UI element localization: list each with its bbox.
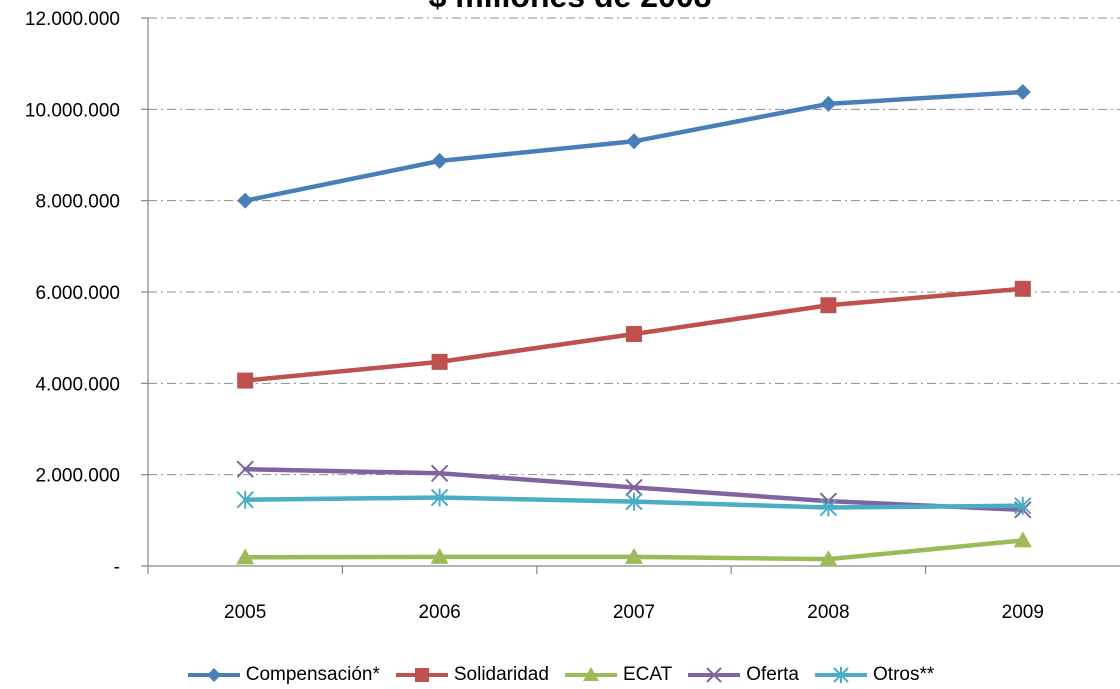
data-point (431, 152, 448, 169)
x-tick-label: 2005 (224, 602, 266, 623)
data-point (1014, 280, 1031, 297)
x-tick-label: 2007 (613, 602, 655, 623)
legend-label: Oferta (746, 664, 800, 685)
data-point (1014, 496, 1032, 515)
series-2 (236, 531, 1032, 567)
series-1 (237, 280, 1031, 389)
data-point (431, 353, 448, 370)
data-point (820, 95, 837, 112)
y-tick-label: 2.000.000 (35, 466, 120, 487)
data-point (236, 548, 255, 565)
y-tick-label: 4.000.000 (35, 374, 120, 395)
data-point (237, 192, 254, 209)
legend-swatch (815, 667, 868, 683)
legend-swatch (564, 667, 617, 681)
data-point (236, 490, 254, 509)
legend-item: Solidaridad (394, 664, 549, 686)
legend-marker (414, 668, 429, 682)
legend-swatch (395, 668, 448, 682)
data-point (236, 460, 254, 478)
y-tick-label: 10.000.000 (25, 100, 120, 121)
data-point (625, 547, 643, 564)
legend-marker (833, 667, 849, 683)
data-point (626, 133, 642, 150)
series-4 (236, 488, 1032, 517)
legend-marker (706, 667, 722, 683)
y-tick-label: - (114, 557, 120, 578)
x-tick-label: 2009 (1002, 602, 1044, 623)
legend-marker (206, 668, 221, 682)
y-tick-label: 8.000.000 (35, 192, 120, 213)
data-point (430, 464, 449, 483)
data-point (1014, 83, 1031, 100)
legend-label: Compensación* (245, 664, 380, 685)
legend-item: Otros** (813, 664, 934, 686)
y-tick-label: 6.000.000 (35, 283, 120, 304)
data-point (430, 547, 449, 564)
legend-item: Oferta (686, 664, 799, 686)
y-tick-label: 12.000.000 (25, 9, 120, 30)
chart-legend: Compensación* Solidaridad ECAT Oferta Otros*… (0, 664, 1120, 686)
chart-title: $ millones de 2008 (0, 0, 1120, 15)
data-point (626, 326, 642, 343)
data-point (1013, 531, 1032, 548)
series-0 (237, 83, 1031, 209)
legend-item: ECAT (563, 664, 672, 686)
legend-swatch (688, 667, 741, 683)
legend-item: Compensación* (186, 664, 380, 686)
data-point (820, 297, 837, 314)
data-point (625, 478, 643, 497)
legend-label: Solidaridad (453, 664, 549, 685)
data-point (430, 488, 449, 507)
x-tick-label: 2006 (418, 602, 460, 623)
legend-swatch (187, 668, 240, 682)
data-point (819, 550, 838, 567)
data-point (625, 492, 643, 511)
legend-label: ECAT (622, 664, 673, 685)
legend-label: Otros** (873, 664, 935, 685)
legend-marker (582, 667, 599, 681)
data-point (819, 498, 838, 517)
data-point (237, 372, 254, 389)
x-tick-label: 2008 (807, 602, 849, 623)
